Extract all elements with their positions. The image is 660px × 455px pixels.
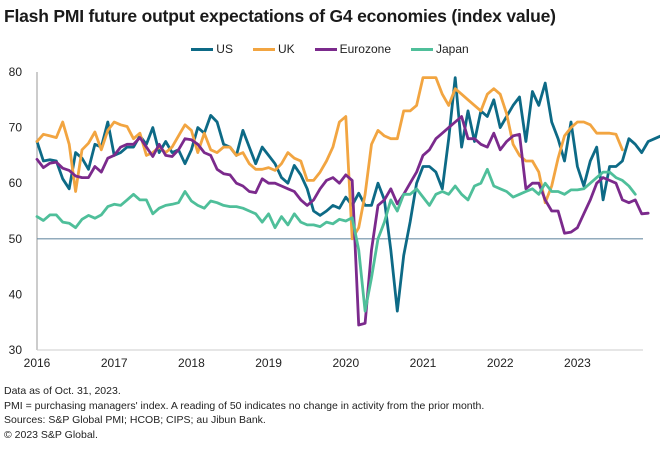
legend-swatch-uk bbox=[252, 47, 275, 51]
legend-item-uk: UK bbox=[252, 42, 295, 56]
x-tick-label: 2022 bbox=[487, 356, 514, 370]
y-tick-label: 60 bbox=[9, 176, 23, 190]
y-tick-label: 50 bbox=[9, 232, 23, 246]
y-tick-label: 40 bbox=[9, 287, 23, 301]
y-tick-label: 80 bbox=[9, 65, 23, 79]
legend-label-eurozone: Eurozone bbox=[339, 42, 391, 56]
x-tick-label: 2023 bbox=[564, 356, 591, 370]
note-sources: Sources: S&P Global PMI; HCOB; CIPS; au … bbox=[4, 414, 266, 426]
x-tick-label: 2017 bbox=[101, 356, 128, 370]
x-tick-label: 2016 bbox=[24, 356, 51, 370]
line-chart: 30 40 50 60 70 80 2016 2017 2018 2019 2020 2021 2022… bbox=[9, 65, 660, 370]
chart-title: Flash PMI future output expectations of … bbox=[4, 6, 556, 26]
legend-swatch-japan bbox=[411, 47, 433, 51]
note-pmi-definition: PMI = purchasing managers' index. A read… bbox=[4, 399, 485, 412]
series-line-eurozone bbox=[35, 115, 650, 327]
legend-label-us: US bbox=[216, 42, 233, 56]
legend-item-japan: Japan bbox=[411, 42, 469, 56]
chart-notes: Data as of Oct. 31, 2023. PMI = purchasi… bbox=[4, 384, 484, 442]
x-tick-label: 2019 bbox=[255, 356, 282, 370]
x-tick-label: 2018 bbox=[178, 356, 205, 370]
x-tick-label: 2020 bbox=[332, 356, 359, 370]
legend-label-uk: UK bbox=[277, 42, 295, 56]
legend: US UK Eurozone Japan bbox=[0, 42, 660, 56]
legend-item-eurozone: Eurozone bbox=[314, 42, 391, 56]
note-data-date: Data as of Oct. 31, 2023. bbox=[4, 385, 121, 397]
legend-item-us: US bbox=[191, 42, 233, 56]
series-line-uk bbox=[35, 76, 624, 241]
y-tick-label: 70 bbox=[9, 121, 23, 135]
series-line-japan bbox=[35, 167, 637, 313]
series-line-us bbox=[35, 76, 660, 313]
x-tick-label: 2021 bbox=[410, 356, 437, 370]
y-tick-label: 30 bbox=[9, 343, 23, 357]
note-copyright: © 2023 S&P Global. bbox=[4, 428, 98, 441]
legend-swatch-eurozone bbox=[314, 47, 337, 51]
legend-swatch-us bbox=[191, 47, 214, 51]
legend-label-japan: Japan bbox=[436, 42, 469, 56]
